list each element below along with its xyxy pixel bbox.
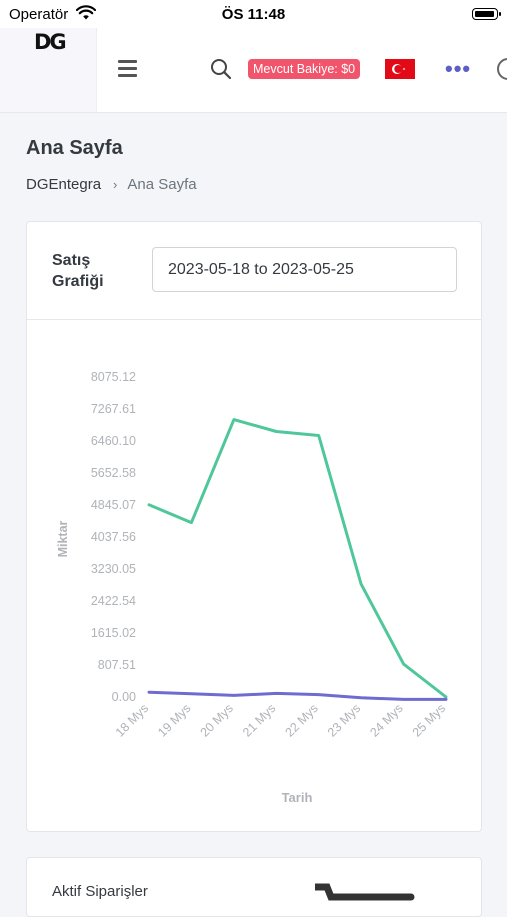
y-axis-title: Miktar bbox=[56, 520, 70, 557]
y-tick-label: 3230.05 bbox=[91, 562, 136, 576]
sales-chart-card: Satış Grafiği 2023-05-18 to 2023-05-25 8… bbox=[26, 221, 482, 832]
y-tick-label: 4037.56 bbox=[91, 530, 136, 544]
x-tick-label: 21 Mys bbox=[240, 701, 278, 739]
active-orders-title: Aktif Siparişler bbox=[52, 883, 148, 900]
y-tick-label: 5652.58 bbox=[91, 466, 136, 480]
breadcrumb-separator: › bbox=[113, 177, 118, 192]
x-tick-label: 22 Mys bbox=[282, 701, 320, 739]
y-tick-label: 8075.12 bbox=[91, 370, 136, 384]
x-axis-title: Tarih bbox=[282, 790, 313, 805]
carrier-label: Operatör bbox=[9, 6, 69, 23]
page-title: Ana Sayfa bbox=[26, 137, 123, 159]
battery-icon bbox=[472, 8, 501, 20]
x-tick-label: 23 Mys bbox=[325, 701, 363, 739]
card-header: Satış Grafiği 2023-05-18 to 2023-05-25 bbox=[27, 222, 481, 320]
logo[interactable]: DG bbox=[34, 30, 67, 54]
y-tick-label: 7267.61 bbox=[91, 402, 136, 416]
y-tick-label: 1615.02 bbox=[91, 626, 136, 640]
y-tick-label: 4845.07 bbox=[91, 498, 136, 512]
breadcrumb-root[interactable]: DGEntegra bbox=[26, 176, 102, 193]
clock: ÖS 11:48 bbox=[221, 6, 286, 23]
balance-badge: Mevcut Bakiye: $0 bbox=[248, 59, 361, 79]
y-tick-label: 807.51 bbox=[98, 658, 136, 672]
logo-area: DG bbox=[0, 28, 97, 112]
x-tick-label: 24 Mys bbox=[367, 701, 405, 739]
breadcrumb: DGEntegra › Ana Sayfa bbox=[26, 176, 197, 193]
sales-line-chart: 8075.12 7267.61 6460.10 5652.58 4845.07 4037.… bbox=[56, 370, 448, 805]
y-tick-label: 6460.10 bbox=[91, 434, 136, 448]
x-tick-label: 20 Mys bbox=[198, 701, 236, 739]
x-tick-label: 19 Mys bbox=[155, 701, 193, 739]
user-avatar-icon[interactable] bbox=[497, 58, 507, 80]
x-tick-label: 18 Mys bbox=[113, 701, 151, 739]
card-title: Satış Grafiği bbox=[52, 252, 104, 290]
date-range-input[interactable]: 2023-05-18 to 2023-05-25 bbox=[152, 247, 457, 292]
series-line-1 bbox=[147, 418, 448, 699]
active-orders-card: Aktif Siparişler bbox=[26, 857, 482, 917]
search-icon[interactable] bbox=[210, 58, 232, 80]
x-tick-label: 25 Mys bbox=[410, 701, 448, 739]
more-options-icon[interactable]: ••• bbox=[445, 56, 472, 81]
breadcrumb-current: Ana Sayfa bbox=[127, 176, 197, 193]
wifi-icon bbox=[76, 5, 96, 20]
y-tick-label: 0.00 bbox=[112, 690, 136, 704]
y-tick-label: 2422.54 bbox=[91, 594, 136, 608]
turkey-flag-icon[interactable] bbox=[385, 59, 415, 79]
hamburger-menu-icon[interactable] bbox=[118, 60, 137, 77]
status-bar: Operatör ÖS 11:48 bbox=[0, 0, 507, 28]
cart-icon bbox=[315, 883, 415, 901]
top-navbar: DG Mevcut Bakiye: $0 ••• bbox=[0, 28, 507, 113]
series-line-2 bbox=[147, 690, 448, 701]
